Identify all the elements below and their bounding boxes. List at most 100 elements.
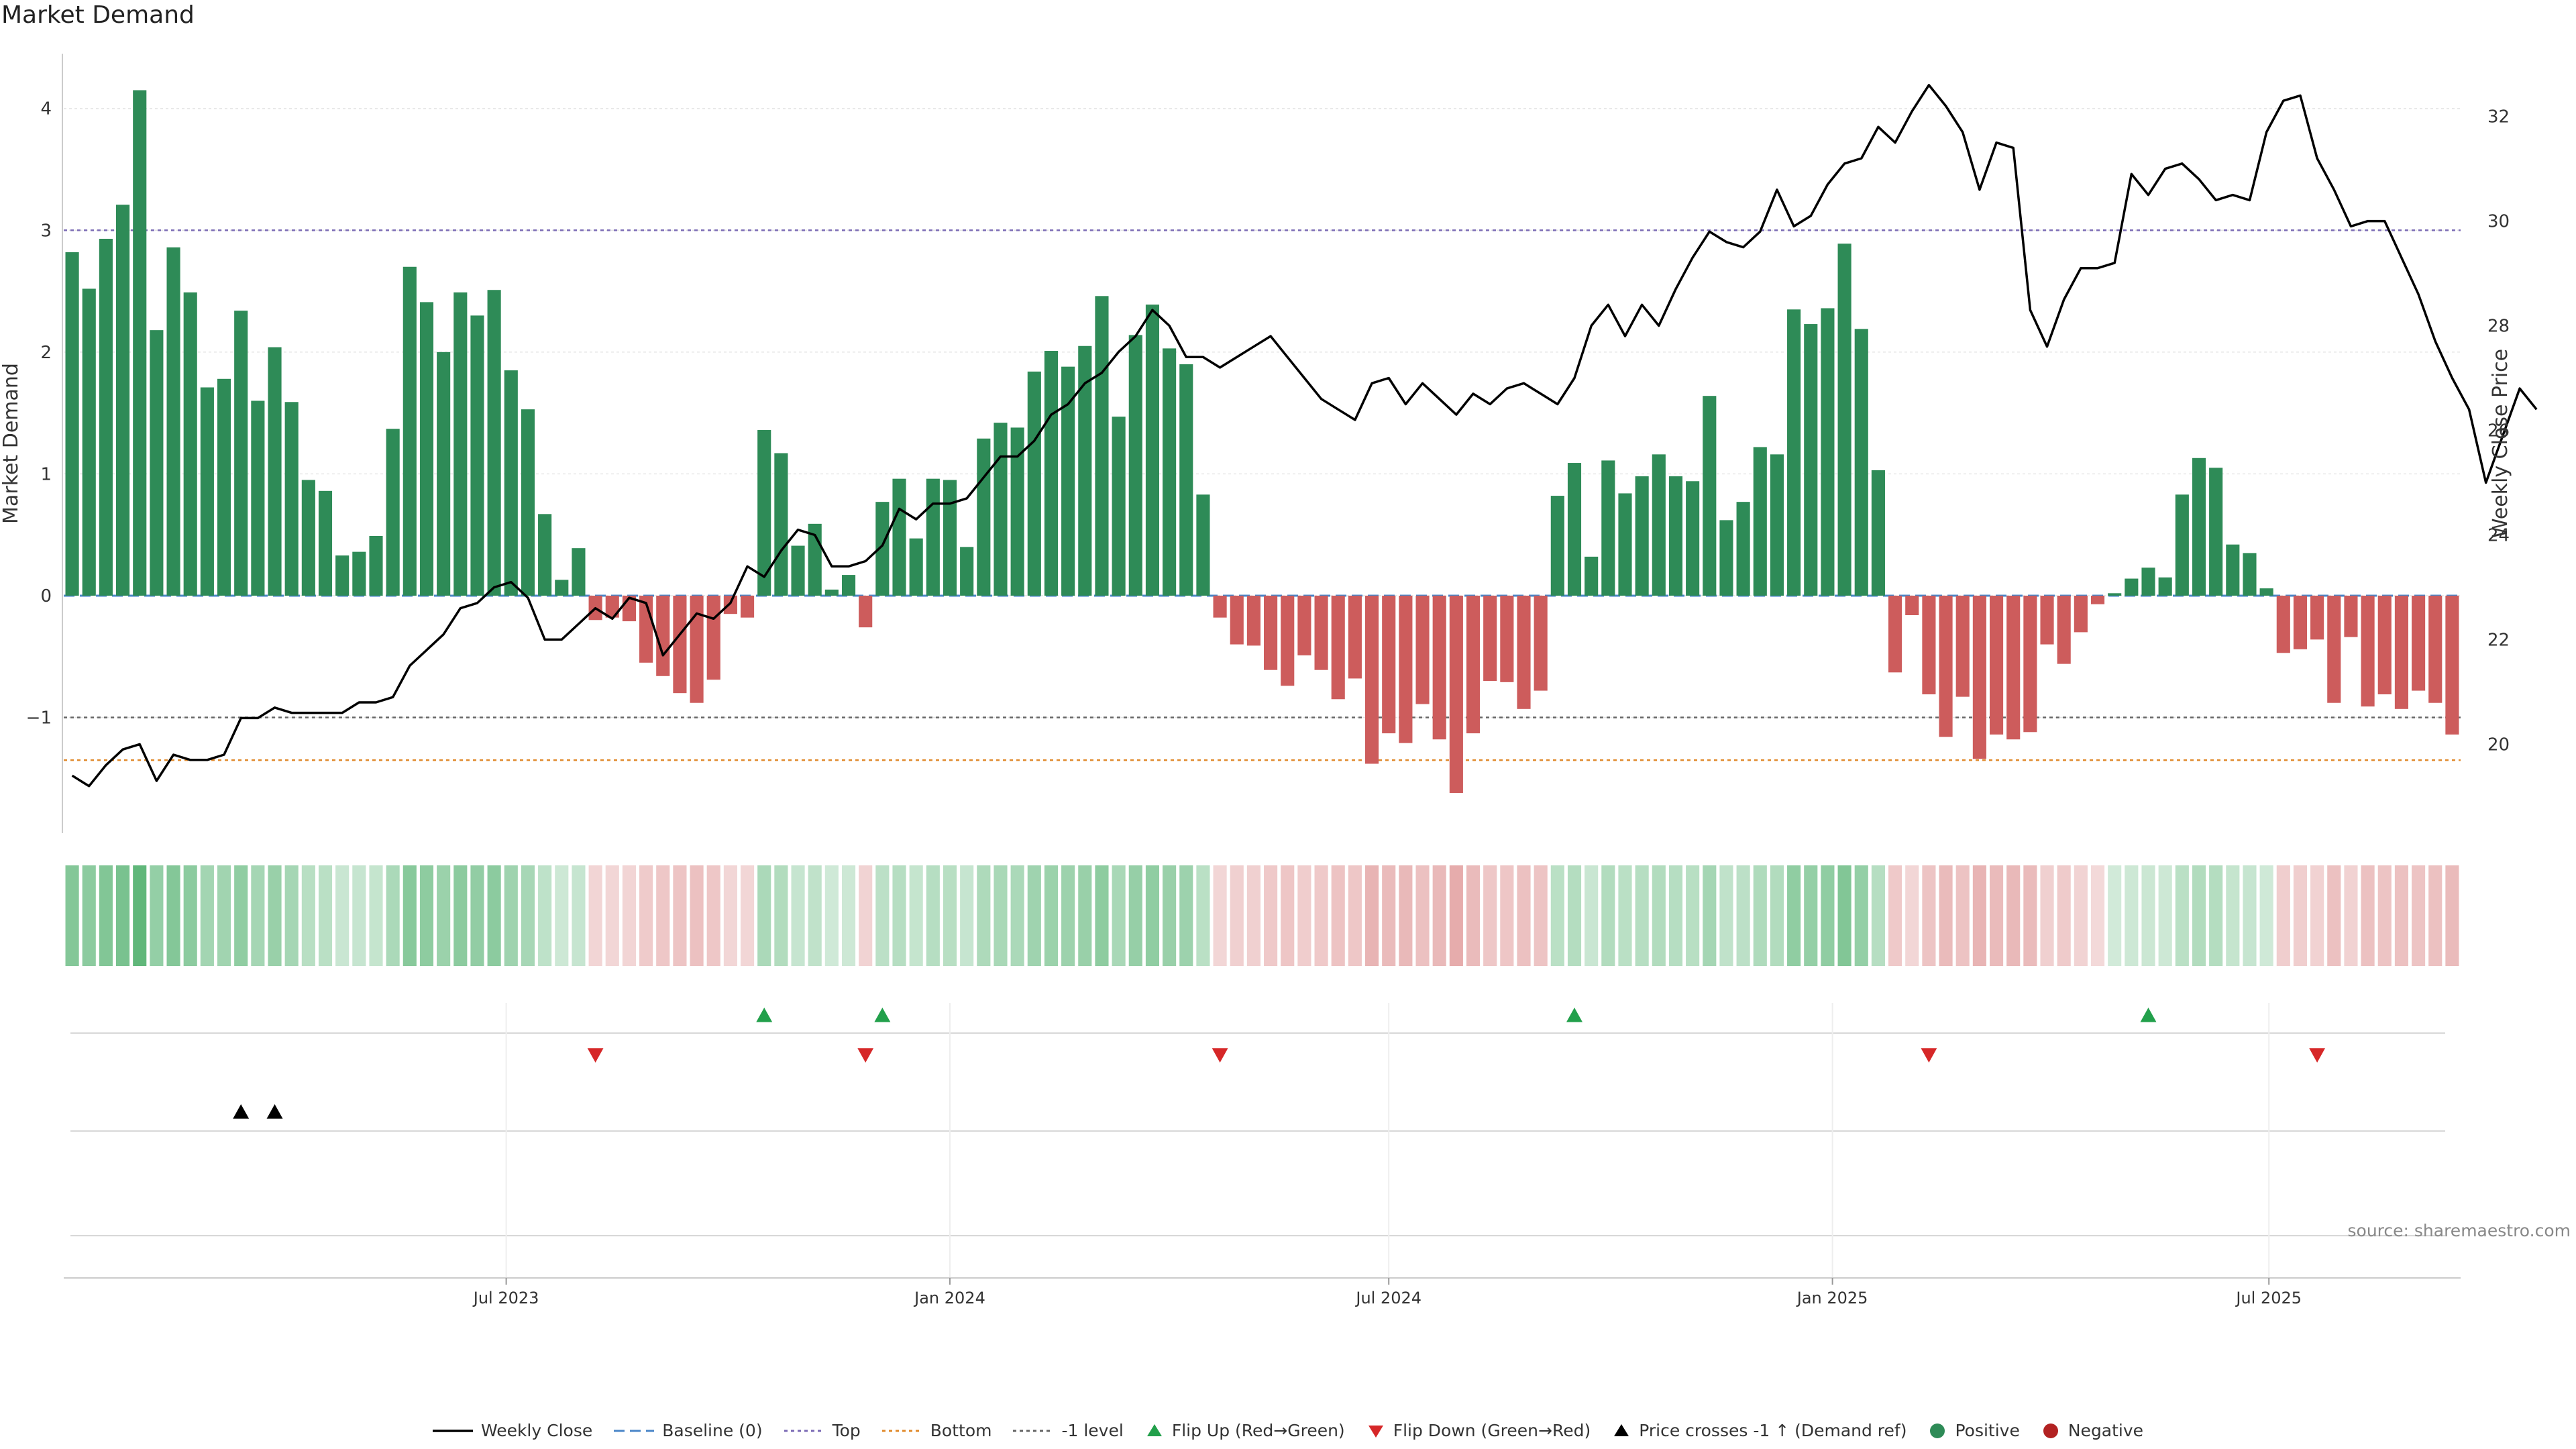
heatmap-cell (1415, 865, 1430, 966)
demand-bar (1297, 595, 1311, 655)
demand-bar (690, 595, 704, 703)
price-line-layer (71, 84, 2538, 788)
heatmap-cell (2090, 865, 2105, 966)
y-tick-label: 1 (40, 464, 52, 484)
heatmap-cell (1821, 865, 1835, 966)
heatmap-cell (1770, 865, 1784, 966)
legend-swatch (1013, 1430, 1054, 1432)
y2-tick-label: 20 (2487, 735, 2510, 755)
demand-bar (1989, 595, 2004, 735)
demand-bar (1095, 296, 1109, 596)
heatmap-cell (1230, 865, 1244, 966)
demand-bar (977, 438, 991, 596)
heatmap-cell (1939, 865, 1953, 966)
heatmap-cell (1736, 865, 1750, 966)
swatch-circle (1930, 1423, 1945, 1438)
demand-bar (470, 315, 484, 596)
heatmap-strip (65, 865, 2459, 966)
demand-bar (2226, 544, 2240, 596)
demand-bar (572, 548, 586, 596)
heatmap-cell (1686, 865, 1700, 966)
heatmap-cell (774, 865, 788, 966)
heatmap-cell (2276, 865, 2290, 966)
demand-bar (1719, 520, 1733, 596)
legend-label: Flip Up (Red→Green) (1171, 1421, 1345, 1440)
demand-bar (1635, 476, 1649, 596)
heatmap-cell (1618, 865, 1632, 966)
demand-bar (824, 589, 839, 596)
legend-swatch (1614, 1424, 1629, 1436)
demand-bar (1399, 595, 1413, 743)
demand-bar (1314, 595, 1328, 670)
demand-bar (2412, 595, 2426, 691)
price-cross-marker (266, 1104, 283, 1119)
demand-bar (251, 400, 265, 596)
heatmap-cell (437, 865, 451, 966)
heatmap-cell (572, 865, 586, 966)
heatmap-cell (1382, 865, 1396, 966)
heatmap-cell (1601, 865, 1615, 966)
legend-label: Price crosses -1 ↑ (Demand ref) (1639, 1421, 1907, 1440)
heatmap-cell (1128, 865, 1142, 966)
legend-label: -1 level (1061, 1421, 1124, 1440)
x-tick-label: Jan 2024 (913, 1289, 985, 1307)
legend-item: Flip Down (Green→Red) (1366, 1421, 1591, 1440)
heatmap-cell (301, 865, 315, 966)
demand-bar (1618, 493, 1632, 596)
demand-bars (65, 90, 2459, 794)
legend-item: Top (784, 1421, 861, 1440)
heatmap-cell (1787, 865, 1801, 966)
heatmap-cell (808, 865, 822, 966)
heatmap-cell (2125, 865, 2139, 966)
heatmap-cell (352, 865, 366, 966)
flip-down-marker (587, 1048, 604, 1063)
heatmap-cell (369, 865, 383, 966)
demand-bar (2023, 595, 2037, 733)
heatmap-cell (1331, 865, 1345, 966)
demand-bar (1264, 595, 1278, 670)
demand-bar (437, 352, 451, 596)
demand-bar (2090, 595, 2105, 604)
heatmap-cell (1635, 865, 1649, 966)
heatmap-cell (268, 865, 282, 966)
axes: −1 0 1 2 3 4 20 22 24 26 28 30 32 Market Demand Weekly… (0, 54, 2512, 1307)
heatmap-cell (335, 865, 350, 966)
heatmap-cell (318, 865, 333, 966)
demand-bar (1044, 351, 1059, 596)
heatmap-cell (841, 865, 856, 966)
heatmap-cell (1888, 865, 1902, 966)
demand-bar (2428, 595, 2443, 703)
demand-bar (487, 290, 501, 596)
flip-down-marker (857, 1048, 874, 1063)
legend-item: Positive (1928, 1421, 2020, 1440)
heatmap-cell (706, 865, 720, 966)
demand-bar (1230, 595, 1244, 645)
legend-label: Negative (2068, 1421, 2144, 1440)
demand-bar (453, 292, 468, 596)
heatmap-cell (1871, 865, 1885, 966)
demand-bar (1112, 417, 1126, 596)
demand-bar (2276, 595, 2290, 653)
heatmap-cell (639, 865, 653, 966)
weekly-close-line (71, 84, 2538, 788)
demand-bar (859, 595, 873, 628)
heatmap-cell (2006, 865, 2021, 966)
demand-bar (1196, 494, 1210, 596)
heatmap-cell (2293, 865, 2308, 966)
heatmap-cell (1399, 865, 1413, 966)
heatmap-cell (555, 865, 569, 966)
demand-bar (1500, 595, 1514, 682)
heatmap-cell (1652, 865, 1666, 966)
heatmap-cell (1348, 865, 1362, 966)
x-tick-label: Jul 2024 (1354, 1289, 1421, 1307)
heatmap-cell (977, 865, 991, 966)
demand-bar (1652, 454, 1666, 596)
heatmap-cell (419, 865, 434, 966)
heatmap-cell (740, 865, 755, 966)
demand-bar (757, 430, 771, 596)
demand-bar (1432, 595, 1446, 740)
demand-bar (200, 387, 214, 596)
heatmap-cell (926, 865, 940, 966)
heatmap-cell (1905, 865, 1919, 966)
demand-bar (1686, 481, 1700, 596)
